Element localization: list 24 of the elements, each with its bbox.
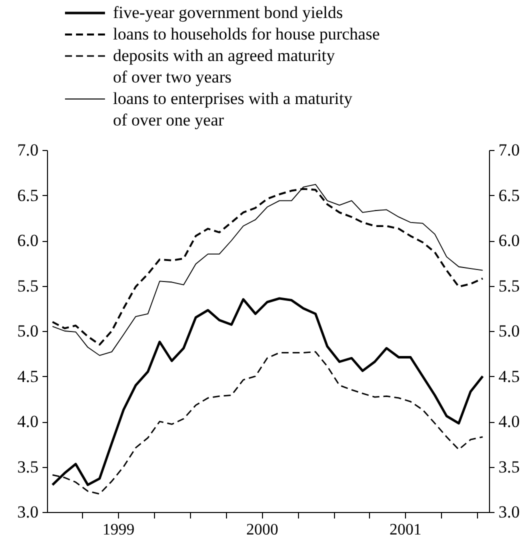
legend-label: loans to households for house purchase bbox=[113, 24, 380, 44]
legend-label: loans to enterprises with a maturity of over one year bbox=[113, 89, 353, 130]
x-tick-label: 2000 bbox=[246, 522, 278, 538]
y-tick-label: 6.0 bbox=[17, 231, 38, 250]
x-tick-label: 2001 bbox=[389, 522, 422, 538]
y2-tick-label: 5.0 bbox=[498, 322, 520, 340]
y-tick-label: 6.5 bbox=[17, 186, 38, 205]
y-tick-label: 4.0 bbox=[17, 412, 38, 431]
legend-label: five-year government bond yields bbox=[113, 3, 343, 22]
y2-tick-label: 3.0 bbox=[498, 502, 520, 522]
y-tick-label: 3.0 bbox=[17, 502, 38, 522]
y-tick-label: 7.0 bbox=[17, 140, 38, 160]
y2-tick-label: 4.5 bbox=[498, 366, 520, 386]
y-tick-label: 4.5 bbox=[17, 366, 38, 386]
y2-tick-label: 4.0 bbox=[498, 412, 520, 431]
y2-tick-label: 5.5 bbox=[498, 276, 520, 296]
y-tick-label: 3.5 bbox=[17, 457, 38, 476]
y2-tick-label: 6.0 bbox=[498, 231, 520, 250]
y2-tick-label: 7.0 bbox=[498, 140, 520, 160]
y-tick-label: 5.0 bbox=[17, 322, 38, 340]
y-tick-label: 5.5 bbox=[17, 276, 38, 296]
x-tick-label: 1999 bbox=[102, 522, 135, 538]
y2-tick-label: 3.5 bbox=[498, 457, 520, 476]
y2-tick-label: 6.5 bbox=[498, 186, 520, 205]
